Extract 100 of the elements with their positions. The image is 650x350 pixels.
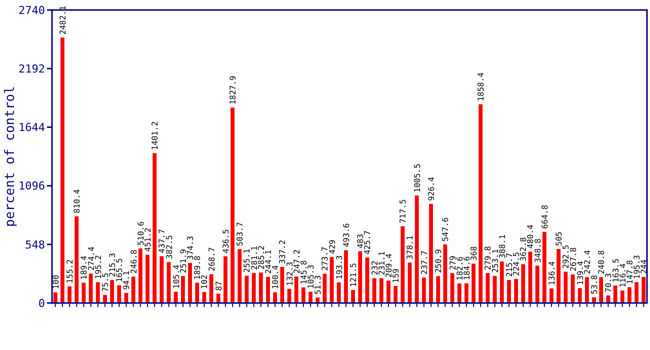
- data-label: 451.2: [144, 227, 153, 252]
- y-tick-label: 1096: [18, 180, 45, 193]
- bar: [351, 290, 355, 303]
- bar: [358, 251, 362, 303]
- data-label: 136.4: [547, 261, 556, 286]
- data-label: 436.5: [221, 229, 230, 254]
- bar: [138, 248, 142, 303]
- data-label: 378.1: [406, 235, 415, 260]
- bar: [195, 282, 200, 303]
- data-label: 279: [448, 256, 458, 270]
- data-label: 483: [356, 234, 366, 248]
- bar: [258, 272, 263, 303]
- bar: [146, 254, 150, 303]
- bar: [443, 244, 448, 303]
- data-label: 100: [51, 274, 60, 290]
- data-label: 159: [392, 268, 401, 283]
- bar: [556, 249, 561, 303]
- data-label: 209.4: [384, 253, 394, 278]
- bar: [422, 278, 426, 303]
- bar: [564, 272, 568, 303]
- data-label: 279.8: [484, 246, 493, 270]
- data-label: 195.3: [632, 254, 642, 280]
- bar: [316, 298, 320, 303]
- y-tick-label: 2740: [18, 4, 45, 17]
- bar: [620, 290, 624, 303]
- bar: [110, 280, 114, 303]
- data-label: 247.2: [292, 249, 302, 274]
- bar: [273, 292, 278, 303]
- bar: [457, 283, 462, 303]
- data-label: 94.1: [122, 270, 132, 290]
- data-label: 147.8: [625, 260, 634, 284]
- data-label: 281.1: [250, 246, 259, 270]
- data-label: 145.8: [299, 260, 308, 284]
- bar: [429, 204, 433, 303]
- data-label: 337.2: [278, 240, 288, 264]
- bar: [507, 280, 511, 303]
- data-label: 1005.5: [412, 163, 422, 192]
- bar: [224, 256, 228, 303]
- bar: [60, 38, 64, 303]
- data-label: 1858.4: [476, 72, 486, 102]
- bar: [53, 292, 58, 303]
- bar: [117, 285, 122, 303]
- bar: [160, 256, 164, 303]
- data-label: 70.3: [604, 273, 614, 292]
- bar: [379, 278, 384, 303]
- data-label: 215.3: [108, 252, 118, 277]
- bar: [464, 283, 468, 303]
- data-label: 240.8: [597, 250, 606, 274]
- data-label: 292.5: [562, 244, 571, 269]
- data-label: 165.5: [115, 258, 124, 282]
- bar: [400, 226, 405, 303]
- data-label: 437.7: [158, 228, 167, 254]
- data-label: 116.4: [618, 263, 628, 288]
- bar: [74, 216, 79, 303]
- data-label: 215.7: [504, 252, 514, 277]
- bar: [336, 282, 341, 303]
- data-label: 244.1: [264, 250, 273, 274]
- bar: [308, 292, 312, 303]
- data-label: 368: [470, 246, 479, 261]
- data-label: 246.8: [129, 249, 138, 274]
- y-tick-label: 0: [38, 296, 45, 310]
- data-label: 51.3: [314, 275, 323, 295]
- data-label: 251.9: [178, 248, 188, 274]
- data-label: 425.7: [363, 230, 372, 254]
- data-label: 267.8: [568, 247, 578, 272]
- data-label: 250.9: [434, 248, 444, 274]
- data-label: 503.7: [236, 222, 245, 246]
- data-label: 244: [640, 259, 649, 274]
- bar: [606, 295, 610, 303]
- data-label: 268.7: [207, 247, 216, 272]
- bar: [322, 274, 327, 303]
- bar: [266, 276, 270, 303]
- data-label: 237.7: [420, 250, 429, 275]
- bar: [599, 277, 604, 303]
- data-label: 232: [370, 260, 380, 276]
- data-label: 664.8: [540, 204, 550, 229]
- data-label: 132.3: [285, 262, 294, 286]
- y-tick-label: 1644: [18, 121, 46, 134]
- data-label: 348.8: [533, 238, 542, 263]
- data-label: 155.2: [66, 259, 75, 284]
- bar: [216, 294, 220, 303]
- y-axis-title: percent of control: [3, 86, 18, 227]
- bar: [478, 104, 483, 303]
- bar: [96, 282, 100, 303]
- data-label: 926.4: [427, 176, 436, 201]
- bar: [230, 108, 235, 303]
- data-label: 1401.2: [150, 121, 160, 150]
- data-label: 274.4: [86, 246, 96, 271]
- data-label: 2482.1: [58, 5, 68, 35]
- y-tick-label: 548: [25, 238, 45, 252]
- data-label: 429: [328, 239, 337, 254]
- bar: [180, 276, 185, 303]
- data-label: 163.5: [611, 258, 620, 283]
- bar: [252, 272, 256, 303]
- data-label: 195.2: [94, 254, 103, 280]
- data-label: 362.8: [519, 236, 528, 262]
- bar: [578, 288, 582, 303]
- data-label: 285.2: [256, 245, 266, 270]
- bar: [500, 262, 504, 303]
- bar: [592, 297, 596, 303]
